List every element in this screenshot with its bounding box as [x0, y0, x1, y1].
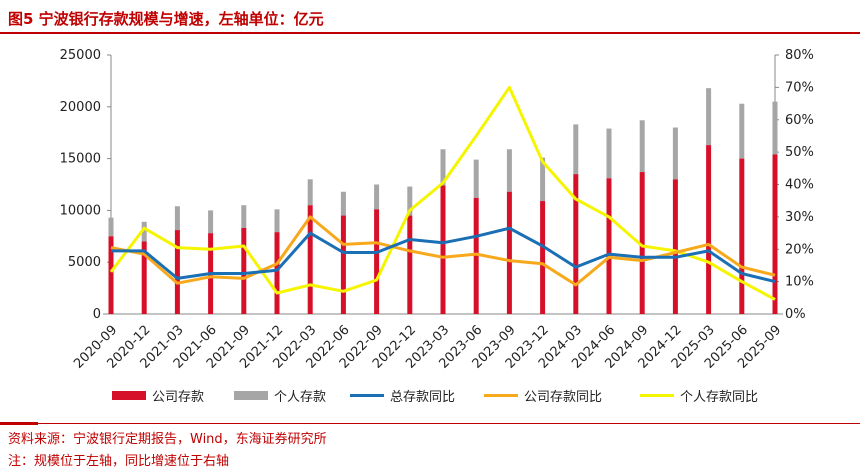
bar-corporate-deposit: [108, 236, 114, 314]
footnote: 注：规模位于左轴，同比增速位于右轴: [8, 454, 230, 469]
y-left-tick-label: 10000: [60, 203, 101, 218]
bar-corporate-deposit: [739, 158, 745, 314]
legend-swatch-personal-yoy: [640, 394, 674, 397]
y-left-tick-label: 0: [93, 307, 101, 322]
bar-personal-deposit: [241, 205, 247, 229]
bar-corporate-deposit: [473, 197, 479, 314]
bar-personal-deposit: [208, 210, 214, 234]
legend-label: 总存款同比: [390, 390, 456, 405]
y-left-tick-label: 25000: [60, 48, 101, 63]
bar-corporate-deposit: [706, 145, 712, 314]
line-personal-deposit-yoy: [109, 85, 776, 301]
bar-corporate-deposit: [407, 215, 413, 314]
line-total-deposit-yoy: [111, 226, 776, 284]
bar-personal-deposit: [672, 127, 678, 180]
y-right-tick-label: 50%: [785, 145, 814, 160]
bar-personal-deposit: [407, 186, 413, 216]
bar-personal-deposit: [506, 149, 512, 192]
bar-personal-deposit: [606, 128, 612, 179]
legend-swatch-personal: [234, 391, 268, 400]
bar-corporate-deposit: [506, 191, 512, 314]
chart-title: 图5 宁波银行存款规模与增速，左轴单位：亿元: [8, 10, 324, 28]
footer-divider-accent: [0, 422, 38, 425]
source-note: 资料来源：宁波银行定期报告，Wind，东海证券研究所: [8, 432, 327, 447]
bar-personal-deposit: [706, 88, 712, 146]
title-divider: [0, 32, 860, 34]
legend-swatch-total-yoy: [350, 394, 384, 397]
bar-personal-deposit: [108, 217, 114, 237]
bar-personal-deposit: [141, 221, 147, 242]
bar-corporate-deposit: [374, 209, 380, 314]
bar-personal-deposit: [374, 184, 380, 210]
bar-corporate-deposit: [540, 201, 546, 314]
y-left-tick-label: 20000: [60, 100, 101, 115]
bar-corporate-deposit: [241, 228, 247, 314]
bar-corporate-deposit: [573, 174, 579, 314]
bar-corporate-deposit: [772, 154, 778, 314]
bar-personal-deposit: [174, 206, 180, 231]
bar-corporate-deposit: [440, 185, 446, 314]
y-right-tick-label: 20%: [785, 242, 814, 257]
bar-personal-deposit: [440, 149, 446, 186]
legend-item-corporate-yoy: 公司存款同比: [484, 386, 602, 405]
y-right-tick-label: 10%: [785, 275, 814, 290]
bar-personal-deposit: [772, 101, 778, 155]
y-right-tick-label: 70%: [785, 80, 814, 95]
bar-corporate-deposit: [672, 179, 678, 314]
bar-personal-deposit: [340, 191, 346, 216]
bar-personal-deposit: [307, 179, 313, 206]
legend-item-corporate: 公司存款: [112, 386, 204, 405]
bar-personal-deposit: [274, 209, 280, 233]
bar-corporate-deposit: [606, 178, 612, 314]
bar-corporate-deposit: [141, 241, 147, 314]
bar-corporate-deposit: [340, 215, 346, 314]
legend-item-personal-yoy: 个人存款同比: [640, 386, 758, 405]
legend-label: 公司存款同比: [524, 390, 603, 405]
bar-personal-deposit: [540, 157, 546, 202]
y-right-tick-label: 30%: [785, 210, 814, 225]
footer-divider: [0, 423, 860, 424]
legend-item-personal: 个人存款: [234, 386, 326, 405]
bar-corporate-deposit: [307, 205, 313, 314]
line-corporate-deposit-yoy: [110, 215, 776, 287]
y-left-tick-label: 5000: [68, 255, 101, 270]
bar-personal-deposit: [739, 103, 745, 159]
legend-label: 公司存款: [152, 390, 205, 405]
bar-personal-deposit: [573, 124, 579, 175]
legend-item-total-yoy: 总存款同比: [350, 386, 455, 405]
legend: 公司存款 个人存款 总存款同比 公司存款同比 个人存款同比: [0, 386, 860, 410]
bar-corporate-deposit: [174, 230, 180, 314]
y-right-tick-label: 60%: [785, 113, 814, 128]
legend-label: 个人存款同比: [680, 390, 759, 405]
chart-area: 0 5000 10000 15000 20000 25000 0% 10% 20% 30% 40% 5…: [60, 48, 814, 372]
bar-personal-deposit: [473, 159, 479, 198]
y-right-tick-label: 80%: [785, 48, 814, 63]
bar-personal-deposit: [639, 120, 645, 173]
bar-corporate-deposit: [274, 232, 280, 314]
legend-swatch-corporate: [112, 391, 146, 400]
y-right-tick-label: 0%: [785, 307, 806, 322]
y-right-tick-label: 40%: [785, 178, 814, 193]
legend-swatch-corporate-yoy: [484, 394, 518, 397]
bar-corporate-deposit: [639, 172, 645, 314]
y-left-tick-label: 15000: [60, 152, 101, 167]
legend-label: 个人存款: [274, 390, 327, 405]
